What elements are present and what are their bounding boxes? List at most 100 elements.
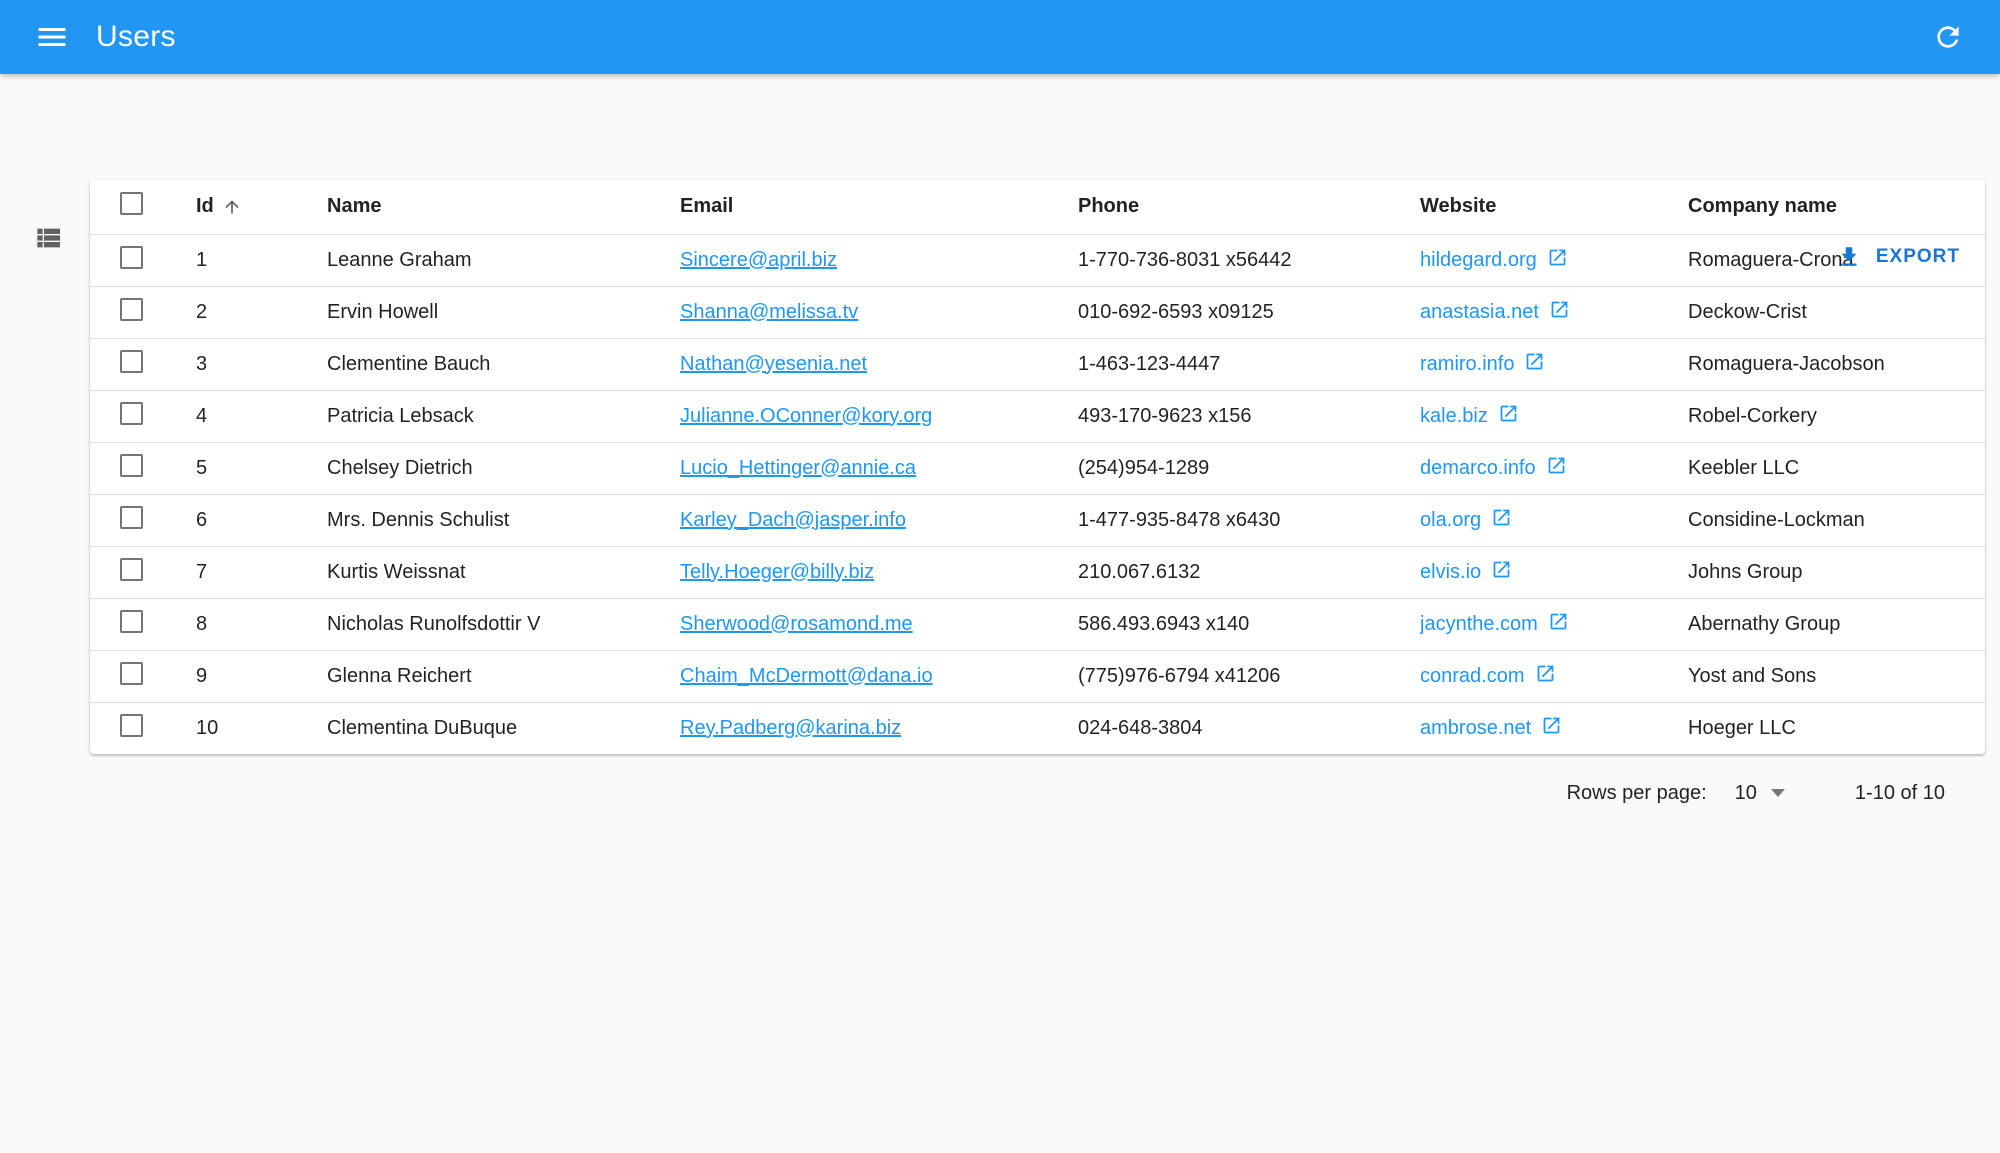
website-link[interactable]: hildegard.org (1420, 249, 1568, 272)
app-bar: Users (0, 0, 2000, 74)
table-row[interactable]: 2 Ervin Howell Shanna@melissa.tv 010-692… (90, 286, 1985, 339)
website-link[interactable]: ola.org (1420, 509, 1512, 532)
cell-name: Nicholas Runolfsdottir V (327, 598, 680, 651)
cell-website: elvis.io (1420, 546, 1688, 599)
cell-website: hildegard.org (1420, 234, 1688, 287)
cell-website: kale.biz (1420, 390, 1688, 443)
rows-per-page-select[interactable]: 10 (1735, 782, 1785, 805)
cell-email: Rey.Padberg@karina.biz (680, 702, 1078, 754)
users-table: Id Name Email Phone Website Company name (90, 180, 1985, 754)
website-link[interactable]: kale.biz (1420, 405, 1519, 428)
launch-icon (1546, 455, 1567, 476)
website-link[interactable]: demarco.info (1420, 457, 1567, 480)
row-checkbox[interactable] (120, 401, 143, 425)
row-checkbox[interactable] (120, 297, 143, 321)
export-button[interactable]: EXPORT (1828, 238, 1968, 276)
row-checkbox[interactable] (120, 453, 143, 477)
cell-email: Sincere@april.biz (680, 234, 1078, 287)
cell-company: Considine-Lockman (1688, 494, 1985, 547)
launch-icon (1548, 611, 1569, 632)
column-header-company[interactable]: Company name (1688, 180, 1985, 235)
refresh-button[interactable] (1926, 15, 1970, 59)
table-row[interactable]: 3 Clementine Bauch Nathan@yesenia.net 1-… (90, 338, 1985, 391)
website-link[interactable]: ramiro.info (1420, 353, 1545, 376)
table-row[interactable]: 6 Mrs. Dennis Schulist Karley_Dach@jaspe… (90, 494, 1985, 547)
launch-icon (1491, 559, 1512, 580)
email-link[interactable]: Telly.Hoeger@billy.biz (680, 560, 875, 583)
row-checkbox[interactable] (120, 349, 143, 373)
email-link[interactable]: Sincere@april.biz (680, 248, 838, 271)
cell-email: Lucio_Hettinger@annie.ca (680, 442, 1078, 495)
users-table-card: Id Name Email Phone Website Company name (90, 180, 1985, 754)
column-header-id[interactable]: Id (196, 180, 327, 235)
cell-name: Chelsey Dietrich (327, 442, 680, 495)
table-row[interactable]: 5 Chelsey Dietrich Lucio_Hettinger@annie… (90, 442, 1985, 495)
cell-id: 5 (196, 442, 327, 495)
launch-icon (1549, 299, 1570, 320)
cell-id: 6 (196, 494, 327, 547)
pagination-toolbar: Rows per page: 10 1-10 of 10 (0, 754, 1945, 832)
menu-button[interactable] (30, 15, 74, 59)
caret-down-icon (1770, 789, 1785, 797)
cell-id: 7 (196, 546, 327, 599)
launch-icon (1491, 507, 1512, 528)
table-row[interactable]: 4 Patricia Lebsack Julianne.OConner@kory… (90, 390, 1985, 443)
email-link[interactable]: Lucio_Hettinger@annie.ca (680, 456, 917, 479)
row-checkbox[interactable] (120, 557, 143, 581)
table-row[interactable]: 7 Kurtis Weissnat Telly.Hoeger@billy.biz… (90, 546, 1985, 599)
column-header-email[interactable]: Email (680, 180, 1078, 235)
page-title: Users (96, 20, 176, 53)
cell-email: Nathan@yesenia.net (680, 338, 1078, 391)
select-all-checkbox[interactable] (120, 192, 143, 216)
table-header-row: Id Name Email Phone Website Company name (90, 180, 1985, 235)
launch-icon (1547, 247, 1568, 268)
email-link[interactable]: Julianne.OConner@kory.org (680, 404, 933, 427)
cell-id: 2 (196, 286, 327, 339)
website-link[interactable]: elvis.io (1420, 561, 1512, 584)
table-row[interactable]: 1 Leanne Graham Sincere@april.biz 1-770-… (90, 234, 1985, 287)
cell-phone: (775)976-6794 x41206 (1078, 650, 1420, 703)
cell-website: ola.org (1420, 494, 1688, 547)
email-link[interactable]: Sherwood@rosamond.me (680, 612, 913, 635)
website-link[interactable]: anastasia.net (1420, 301, 1570, 324)
email-link[interactable]: Shanna@melissa.tv (680, 300, 859, 323)
cell-phone: 024-648-3804 (1078, 716, 1203, 739)
cell-company: Abernathy Group (1688, 598, 1985, 651)
email-link[interactable]: Nathan@yesenia.net (680, 352, 868, 375)
cell-phone: 210.067.6132 (1078, 546, 1420, 599)
cell-name: Kurtis Weissnat (327, 546, 680, 599)
rows-per-page-label: Rows per page: (1566, 781, 1707, 804)
main-content: EXPORT Id (0, 180, 2000, 832)
website-link[interactable]: ambrose.net (1420, 717, 1562, 740)
cell-phone: 493-170-9623 x156 (1078, 390, 1420, 443)
row-checkbox[interactable] (120, 661, 143, 685)
cell-phone: 1-770-736-8031 x56442 (1078, 234, 1420, 287)
export-button-label: EXPORT (1875, 246, 1960, 267)
view-list-toggle-button[interactable] (30, 220, 66, 256)
cell-email: Chaim_McDermott@dana.io (680, 650, 1078, 703)
cell-website: jacynthe.com (1420, 598, 1688, 651)
row-checkbox[interactable] (120, 505, 143, 529)
column-header-phone[interactable]: Phone (1078, 180, 1420, 235)
column-header-website[interactable]: Website (1420, 180, 1688, 235)
cell-company: Romaguera-Crona (1688, 234, 1985, 287)
table-row[interactable]: 10 Clementina DuBuque Rey.Padberg@karina… (90, 702, 1985, 754)
table-row[interactable]: 9 Glenna Reichert Chaim_McDermott@dana.i… (90, 650, 1985, 703)
email-link[interactable]: Rey.Padberg@karina.biz (680, 716, 902, 739)
email-link[interactable]: Karley_Dach@jasper.info (680, 508, 906, 531)
row-checkbox[interactable] (120, 713, 143, 737)
cell-company: Yost and Sons (1688, 650, 1985, 703)
website-link[interactable]: jacynthe.com (1420, 613, 1569, 636)
column-header-name[interactable]: Name (327, 180, 680, 235)
row-checkbox[interactable] (120, 609, 143, 633)
cell-phone: 586.493.6943 x140 (1078, 598, 1420, 651)
website-link[interactable]: conrad.com (1420, 665, 1556, 688)
email-link[interactable]: Chaim_McDermott@dana.io (680, 664, 933, 687)
cell-id: 9 (196, 650, 327, 703)
download-icon (1836, 244, 1862, 270)
cell-email: Sherwood@rosamond.me (680, 598, 1078, 651)
row-checkbox[interactable] (120, 245, 143, 269)
cell-name: Patricia Lebsack (327, 390, 680, 443)
table-row[interactable]: 8 Nicholas Runolfsdottir V Sherwood@rosa… (90, 598, 1985, 651)
cell-website: anastasia.net (1420, 286, 1688, 339)
